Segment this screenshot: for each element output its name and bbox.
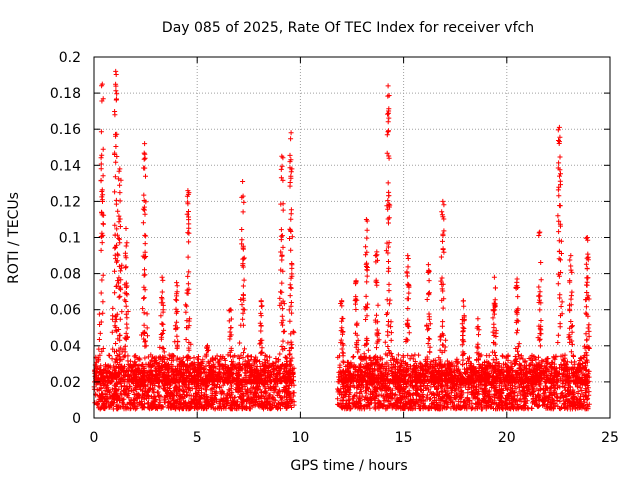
- x-axis-title: GPS time / hours: [290, 458, 407, 474]
- data-points: [91, 68, 592, 412]
- x-axis-tick-labels: 0 5 10 15 20 25: [90, 430, 619, 446]
- axis-ticks: [93, 56, 611, 419]
- x-tick-label: 0: [90, 430, 99, 446]
- y-tick-label: 0.04: [50, 339, 81, 355]
- y-tick-label: 0.18: [50, 86, 81, 102]
- y-tick-label: 0: [72, 411, 81, 427]
- chart-title: Day 085 of 2025, Rate Of TEC Index for r…: [162, 20, 534, 36]
- y-tick-label: 0.02: [50, 375, 81, 391]
- x-tick-label: 15: [395, 430, 413, 446]
- roti-points: [91, 68, 592, 412]
- y-tick-label: 0.12: [50, 194, 81, 210]
- y-tick-label: 0.06: [50, 303, 81, 319]
- y-tick-label: 0.1: [59, 231, 81, 247]
- y-tick-label: 0.14: [50, 158, 81, 174]
- x-tick-label: 20: [498, 430, 516, 446]
- x-tick-label: 25: [601, 430, 619, 446]
- y-tick-label: 0.2: [59, 50, 81, 66]
- y-axis-tick-labels: 0 0.02 0.04 0.06 0.08 0.1 0.12 0.14 0.16 0.18 0.2: [50, 50, 81, 427]
- y-tick-label: 0.08: [50, 267, 81, 283]
- x-tick-label: 10: [291, 430, 309, 446]
- y-axis-title: ROTI / TECUs: [6, 192, 22, 284]
- y-tick-label: 0.16: [50, 122, 81, 138]
- x-tick-label: 5: [193, 430, 202, 446]
